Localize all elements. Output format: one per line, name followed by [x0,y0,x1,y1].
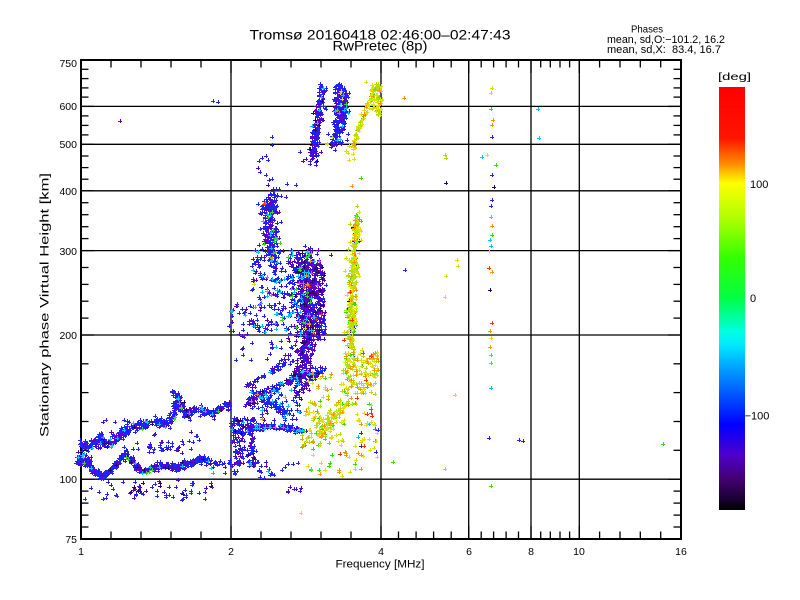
svg-text:75: 75 [65,534,77,546]
svg-text:[deg]: [deg] [718,71,751,83]
svg-text:mean, sd,O:−101.2, 16.2: mean, sd,O:−101.2, 16.2 [607,34,725,46]
svg-text:6: 6 [466,546,472,558]
svg-text:600: 600 [59,101,77,113]
svg-text:2: 2 [228,546,234,558]
svg-text:16: 16 [675,546,687,558]
svg-text:Frequency [MHz]: Frequency [MHz] [336,559,425,571]
svg-text:100: 100 [59,474,77,486]
svg-text:750: 750 [59,58,77,70]
svg-text:100: 100 [750,179,768,191]
svg-text:10: 10 [573,546,585,558]
svg-text:−100: −100 [745,411,770,423]
svg-text:0: 0 [750,293,756,305]
svg-text:4: 4 [378,546,384,558]
svg-text:RwPretec (8p): RwPretec (8p) [333,38,428,54]
svg-text:8: 8 [528,546,534,558]
svg-text:Phases: Phases [631,24,663,35]
svg-text:1: 1 [78,546,84,558]
svg-text:400: 400 [59,186,77,198]
svg-text:300: 300 [59,246,77,258]
svg-text:Stationary phase Virtual Heigh: Stationary phase Virtual Height [km] [40,173,52,437]
svg-text:Tromsø 20160418 02:46:00–02:47: Tromsø 20160418 02:46:00–02:47:43 [250,27,511,43]
svg-text:500: 500 [59,139,77,151]
svg-text:mean, sd,X: 83.4, 16.7: mean, sd,X: 83.4, 16.7 [607,44,721,56]
svg-text:200: 200 [59,330,77,342]
